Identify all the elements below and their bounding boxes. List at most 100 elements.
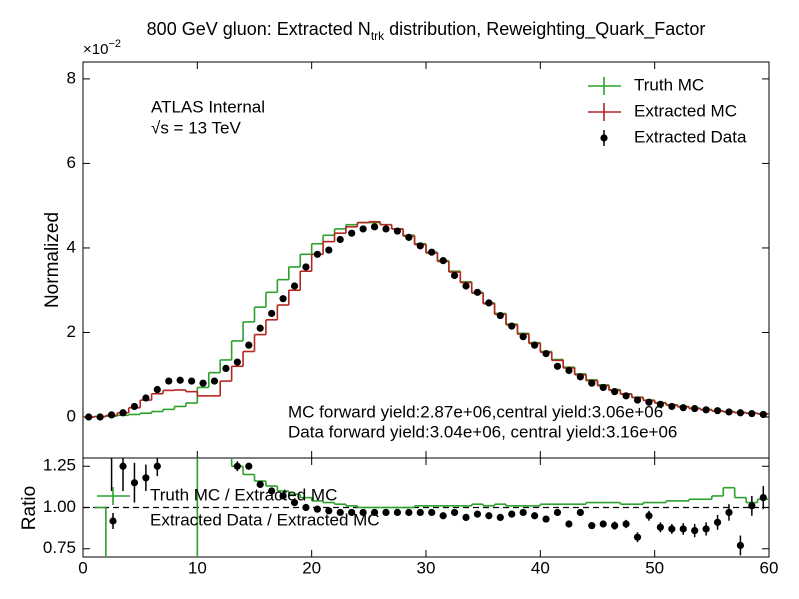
- y-tick-label: 2: [67, 322, 76, 341]
- data-point: [611, 388, 619, 396]
- data-point: [245, 462, 253, 470]
- legend-label: Extracted MC: [634, 101, 737, 120]
- data-point: [599, 520, 607, 528]
- legend-label: Truth MC: [634, 75, 704, 94]
- data-point: [382, 225, 390, 233]
- data-point: [336, 235, 344, 244]
- y-tick-label: 1.25: [43, 456, 76, 475]
- data-point: [416, 242, 424, 250]
- data-point: [485, 299, 493, 307]
- data-point: [336, 508, 344, 517]
- data-point: [679, 525, 687, 533]
- data-point: [748, 502, 756, 510]
- data-point: [142, 394, 150, 402]
- data-point: [370, 508, 379, 517]
- data-point: [393, 227, 402, 235]
- data-point: [473, 288, 482, 296]
- y-tick-label: 1.00: [43, 497, 76, 516]
- data-point: [576, 508, 584, 517]
- data-point: [268, 309, 276, 318]
- x-tick-label: 0: [78, 558, 87, 577]
- data-point: [325, 246, 333, 254]
- data-point: [531, 341, 539, 349]
- data-point: [691, 527, 699, 535]
- plot-area: [83, 220, 769, 421]
- data-point: [210, 377, 219, 385]
- legend-label: Truth MC / Extracted MC: [150, 485, 337, 504]
- data-point: [313, 505, 321, 513]
- data-point: [645, 398, 653, 406]
- data-point: [359, 225, 367, 233]
- data-point: [656, 523, 664, 531]
- data-point: [130, 479, 139, 487]
- data-point: [348, 229, 356, 237]
- data-point: [736, 541, 745, 550]
- data-point: [233, 462, 241, 470]
- plot-area: [83, 388, 769, 557]
- y-tick-label: 4: [67, 237, 76, 256]
- y-tick-label: 8: [67, 68, 76, 87]
- data-point: [736, 409, 745, 417]
- data-point: [405, 508, 413, 517]
- data-point: [348, 508, 356, 517]
- offset-label: ×10−2: [83, 38, 121, 58]
- data-point: [713, 518, 722, 526]
- data-point: [165, 438, 172, 445]
- data-point: [679, 404, 687, 412]
- data-point: [393, 508, 402, 517]
- data-point: [313, 250, 321, 258]
- x-tick-label: 20: [302, 558, 321, 577]
- data-point: [531, 512, 539, 520]
- data-point: [370, 223, 379, 231]
- data-point: [119, 409, 127, 417]
- data-point: [107, 411, 116, 419]
- offset-exponent: −2: [108, 38, 121, 50]
- data-point: [130, 402, 139, 411]
- data-point: [565, 520, 573, 528]
- data-point: [759, 410, 767, 419]
- data-point: [439, 257, 447, 265]
- data-point: [553, 508, 562, 517]
- data-point: [542, 515, 550, 523]
- data-point: [496, 513, 504, 522]
- data-point: [302, 503, 310, 512]
- data-point: [576, 373, 584, 381]
- data-point: [622, 392, 630, 400]
- data-point: [725, 508, 733, 517]
- data-point: [188, 435, 195, 442]
- data-point: [656, 400, 664, 408]
- data-point: [668, 525, 676, 533]
- data-point: [176, 376, 184, 384]
- data-point: [462, 513, 470, 522]
- data-point: [211, 388, 218, 395]
- data-point: [542, 350, 550, 358]
- data-point: [519, 508, 527, 517]
- data-point: [462, 282, 470, 290]
- data-point: [325, 507, 333, 515]
- data-point: [428, 508, 436, 517]
- title-part: distribution, Reweighting_Quark_Factor: [384, 19, 705, 40]
- data-point: [290, 282, 299, 290]
- data-point: [428, 248, 436, 256]
- y-axis-label: Normalized: [42, 212, 63, 308]
- data-point: [382, 508, 390, 517]
- data-point: [508, 322, 516, 330]
- data-point: [691, 404, 699, 413]
- data-point: [713, 407, 722, 415]
- data-point: [290, 498, 299, 507]
- data-point: [759, 494, 767, 502]
- data-point: [233, 358, 241, 366]
- data-point: [496, 311, 504, 320]
- data-point: [405, 233, 413, 241]
- data-point: [588, 522, 596, 530]
- data-point: [359, 508, 367, 517]
- data-point: [302, 263, 310, 271]
- data-point: [450, 508, 459, 517]
- data-point: [199, 405, 206, 412]
- data-point: [748, 410, 756, 418]
- data-point: [119, 462, 127, 470]
- y-tick-label: 0.75: [43, 538, 76, 557]
- data-point: [85, 413, 93, 421]
- x-tick-label: 30: [417, 558, 436, 577]
